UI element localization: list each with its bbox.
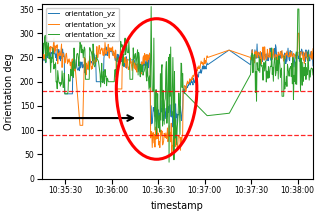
- orientation_yx: [306, 59, 309, 62]
- orientation_yz: [171, 126, 175, 128]
- Legend: orientation_yz, orientation_yx, orientation_xz: orientation_yz, orientation_yx, orientat…: [45, 8, 119, 41]
- orientation_yz: [169, 114, 172, 117]
- Line: orientation_yx: orientation_yx: [42, 33, 313, 154]
- X-axis label: timestamp: timestamp: [151, 201, 204, 211]
- orientation_xz: [172, 89, 175, 92]
- orientation_yx: [171, 144, 175, 146]
- orientation_yx: [263, 46, 267, 48]
- Line: orientation_xz: orientation_xz: [42, 7, 313, 162]
- orientation_xz: [167, 161, 171, 163]
- orientation_yx: [187, 81, 191, 83]
- orientation_yx: [202, 61, 206, 63]
- orientation_xz: [203, 112, 206, 114]
- orientation_yz: [40, 53, 44, 55]
- Y-axis label: Orientation deg: Orientation deg: [4, 53, 14, 130]
- orientation_yz: [202, 64, 206, 66]
- orientation_yz: [306, 55, 309, 58]
- orientation_xz: [170, 114, 174, 117]
- orientation_xz: [263, 61, 267, 64]
- orientation_yz: [187, 81, 191, 83]
- orientation_xz: [311, 74, 315, 76]
- orientation_yz: [311, 64, 315, 67]
- orientation_yx: [311, 48, 315, 50]
- orientation_yx: [296, 32, 300, 35]
- orientation_yz: [255, 43, 259, 45]
- orientation_xz: [40, 43, 44, 45]
- orientation_yx: [169, 141, 172, 143]
- orientation_yz: [263, 53, 267, 55]
- orientation_yx: [170, 152, 174, 155]
- orientation_yx: [40, 58, 44, 60]
- orientation_yz: [171, 113, 174, 115]
- orientation_xz: [306, 70, 309, 73]
- orientation_xz: [149, 5, 153, 8]
- orientation_xz: [188, 97, 192, 99]
- Line: orientation_yz: orientation_yz: [42, 44, 313, 127]
